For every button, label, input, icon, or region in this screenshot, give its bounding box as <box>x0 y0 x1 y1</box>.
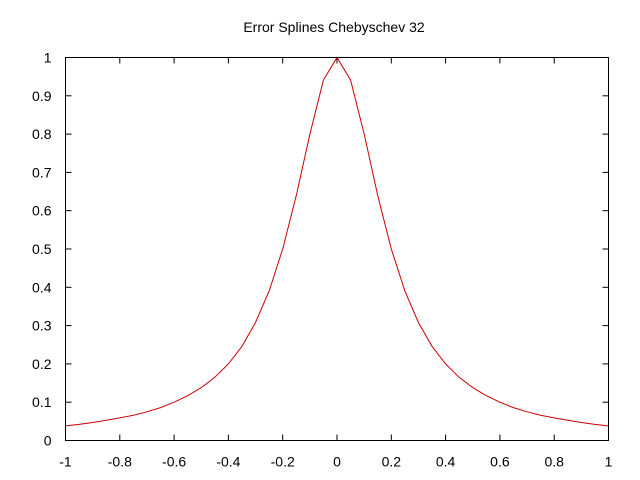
x-axis-tick-labels: -1 -0.8 -0.6 -0.4 -0.2 0 0.2 0.4 0.6 0.8 1 <box>59 454 612 470</box>
x-tick-label: 0.4 <box>436 454 456 470</box>
y-tick-label: 0.2 <box>32 356 52 372</box>
series-line <box>65 56 609 427</box>
y-tick-label: 0.9 <box>32 88 52 104</box>
y-tick-label: 0.7 <box>32 164 52 180</box>
x-tick-label: 0 <box>333 454 341 470</box>
x-tick-label: -1 <box>59 454 72 470</box>
y-tick-label: 0.8 <box>32 126 52 142</box>
x-tick-label: -0.6 <box>162 454 186 470</box>
x-tick-label: 0.6 <box>490 454 510 470</box>
x-tick-label: -0.8 <box>108 454 132 470</box>
y-tick-label: 0.5 <box>32 241 52 257</box>
y-tick-label: 0.4 <box>32 279 52 295</box>
y-tick-label: 0.3 <box>32 318 52 334</box>
y-axis-tick-labels: 0 0.1 0.2 0.3 0.4 0.5 0.6 0.7 0.8 0.9 1 <box>32 50 52 449</box>
x-tick-label: -0.2 <box>271 454 295 470</box>
y-tick-label: 0 <box>44 433 52 449</box>
x-tick-label: 1 <box>605 454 613 470</box>
y-tick-label: 0.1 <box>32 394 52 410</box>
x-tick-label: -0.4 <box>216 454 240 470</box>
x-tick-label: 0.8 <box>544 454 564 470</box>
axis-ticks <box>65 57 609 441</box>
x-tick-label: 0.2 <box>382 454 402 470</box>
chart-title: Error Splines Chebyschev 32 <box>243 19 425 35</box>
series-group <box>65 56 609 427</box>
y-tick-label: 1 <box>44 50 52 66</box>
plot-frame <box>65 57 609 441</box>
y-tick-label: 0.6 <box>32 203 52 219</box>
